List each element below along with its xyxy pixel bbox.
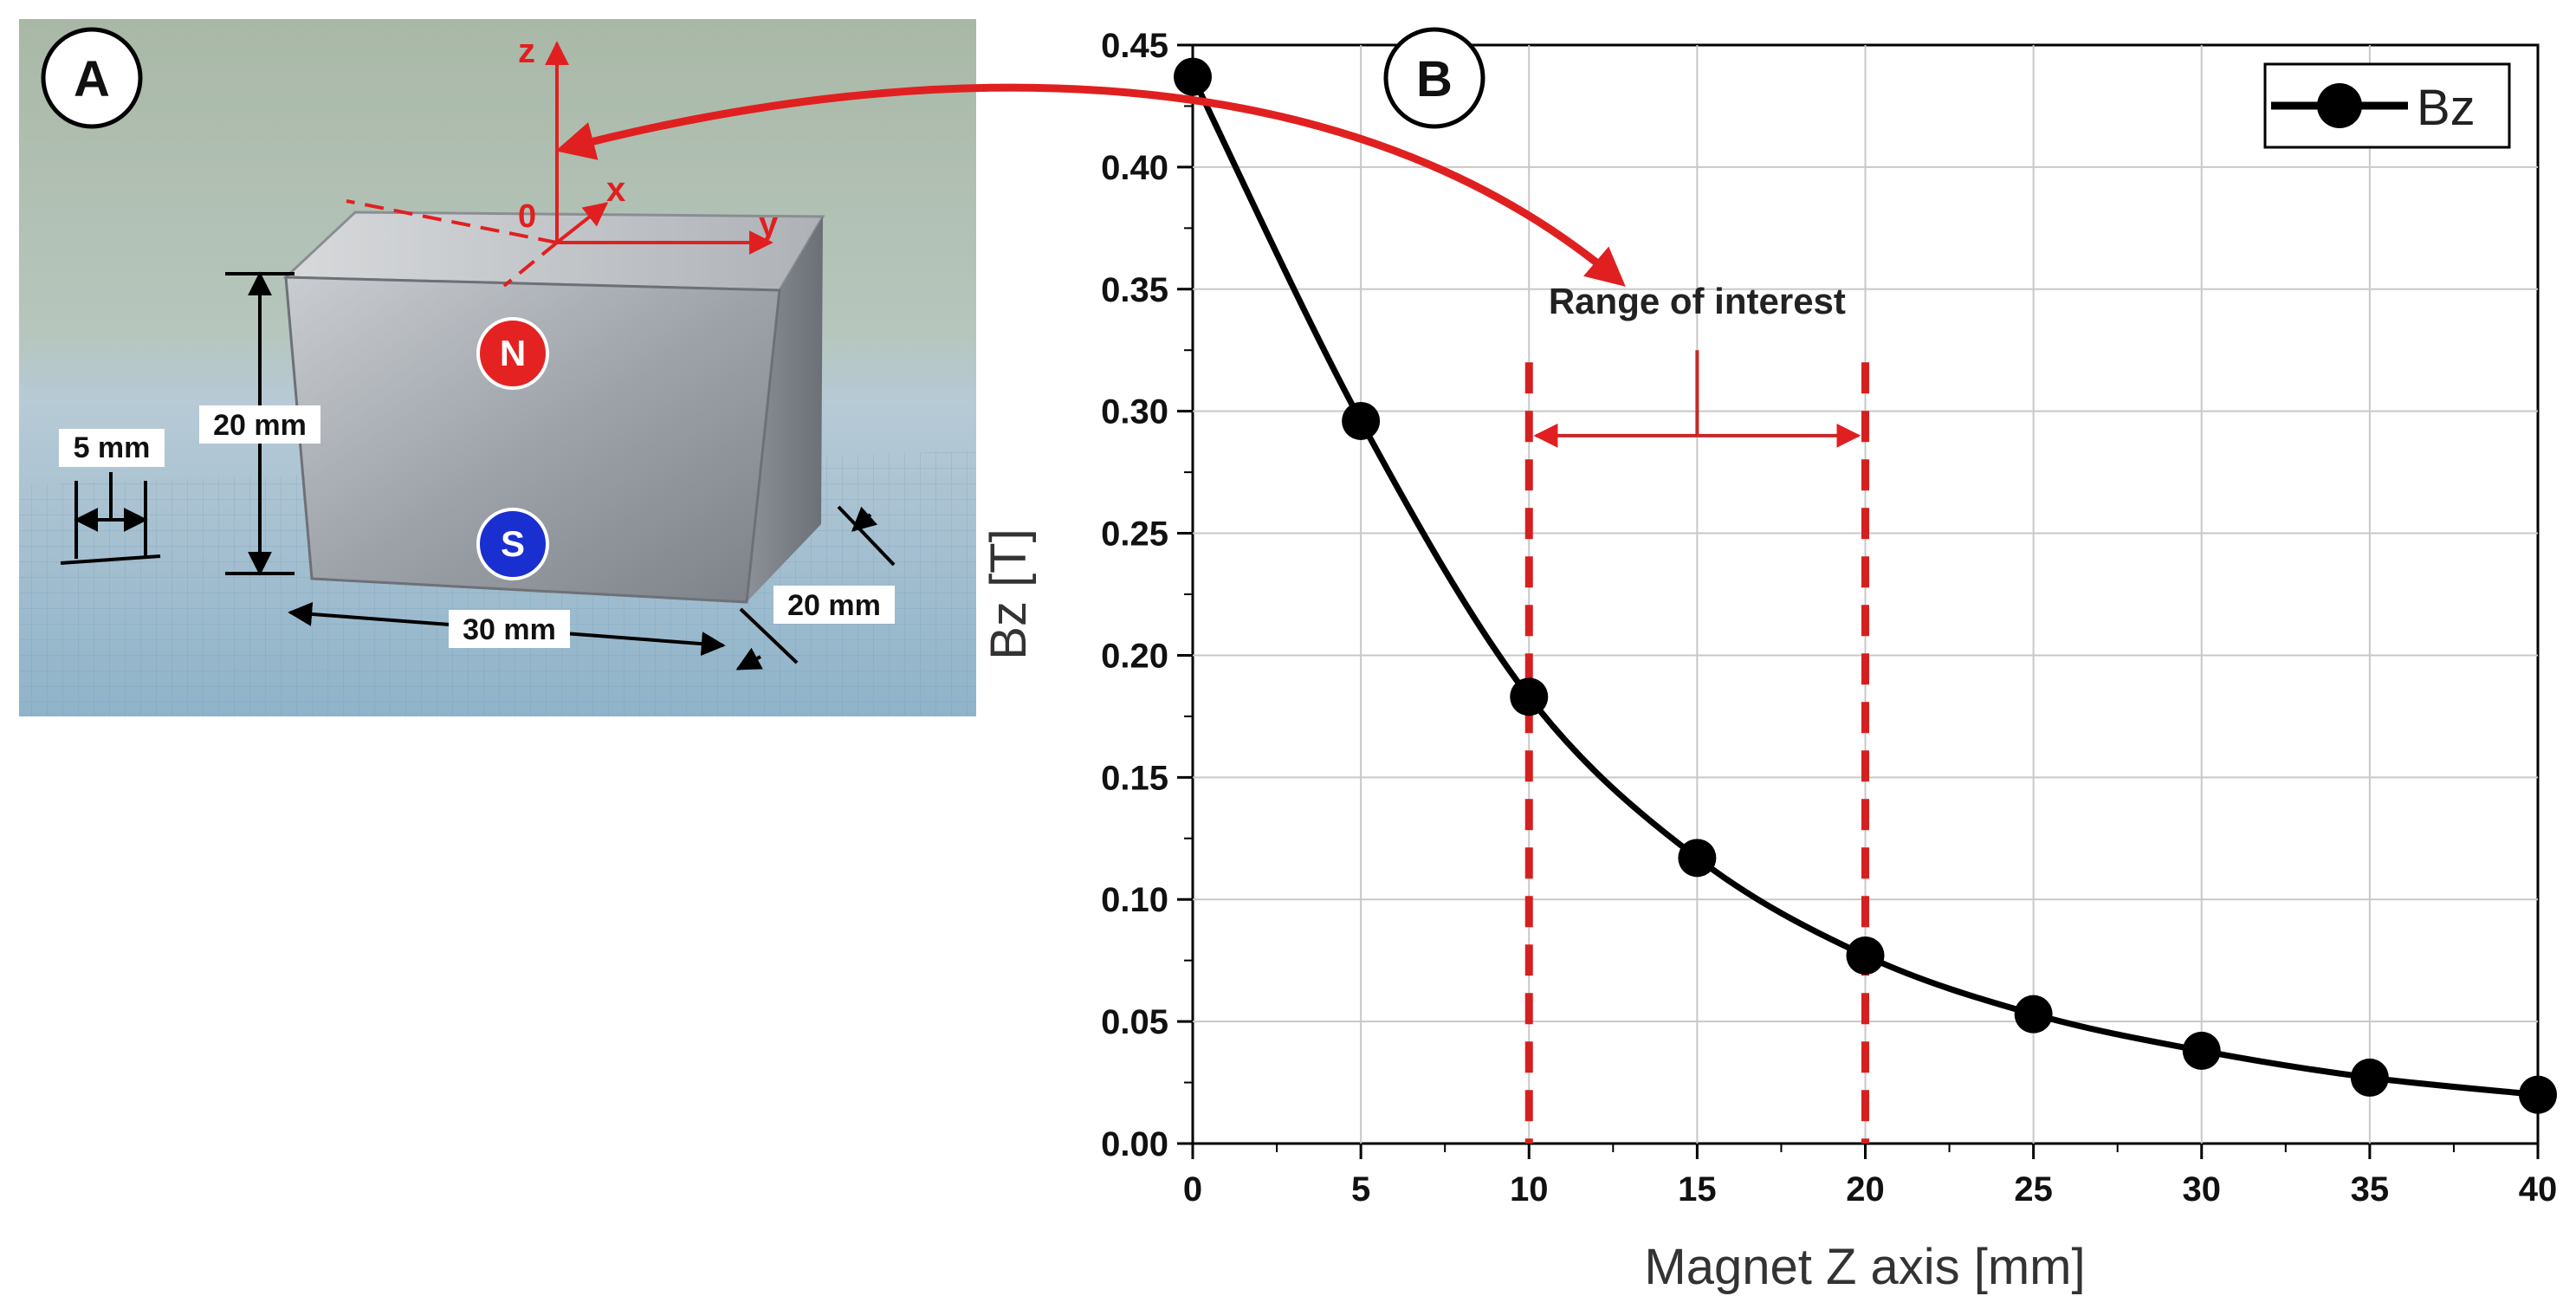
y-tick-label: 0.30 xyxy=(1101,393,1168,431)
series-bz-point xyxy=(1678,839,1717,878)
y-tick-label: 0.45 xyxy=(1101,27,1168,65)
series-bz-point xyxy=(2182,1031,2221,1070)
x-tick-label: 0 xyxy=(1183,1170,1202,1209)
y-tick-label: 0.00 xyxy=(1101,1125,1168,1163)
dim-length-tag: 30 mm xyxy=(449,610,570,648)
x-tick-label: 35 xyxy=(2351,1170,2390,1209)
series-bz-point xyxy=(1342,401,1381,440)
series-bz-point xyxy=(1846,936,1885,975)
y-tick-label: 0.20 xyxy=(1101,637,1168,675)
south-pole-marker xyxy=(476,508,549,580)
y-tick-label: 0.10 xyxy=(1101,881,1168,919)
y-tick-label: 0.40 xyxy=(1101,149,1168,187)
series-bz-point xyxy=(1174,57,1212,96)
link-arrow xyxy=(555,83,1626,287)
series-bz xyxy=(1174,57,2557,1114)
dim-grid-label: 5 mm xyxy=(74,431,151,464)
x-tick-label: 20 xyxy=(1846,1170,1885,1209)
dim-height-tag: 20 mm xyxy=(199,405,320,444)
axis-y-label: y xyxy=(759,205,779,243)
bz-chart: 0 5 10 15 20 25 30 35 40 0.00 0.05 0.10 0.15 0.20 0.25… xyxy=(981,27,2557,1295)
axis-z-label: z xyxy=(518,32,535,70)
dim-grid-tag: 5 mm xyxy=(59,429,165,467)
range-of-interest-label: Range of interest xyxy=(1549,281,1846,321)
series-bz-point xyxy=(2350,1058,2389,1097)
series-bz-point xyxy=(2519,1075,2557,1114)
legend-series-label: Bz xyxy=(2417,80,2476,136)
y-tick-label: 0.35 xyxy=(1101,271,1168,309)
x-tick-label: 5 xyxy=(1351,1170,1370,1209)
panel-b-letter: B xyxy=(1416,51,1453,107)
axis-x-label: x xyxy=(606,171,625,209)
legend: Bz xyxy=(2263,62,2511,149)
dim-depth-tag: 20 mm xyxy=(773,586,895,624)
south-pole-label: S xyxy=(501,523,525,564)
y-tick-label: 0.05 xyxy=(1101,1003,1168,1041)
dim-depth-label: 20 mm xyxy=(787,589,881,622)
x-tick-label: 30 xyxy=(2183,1170,2222,1209)
dim-height-label: 20 mm xyxy=(213,409,307,442)
origin-label: 0 xyxy=(518,198,536,235)
x-tick-label: 10 xyxy=(1510,1170,1549,1209)
y-tick-label: 0.25 xyxy=(1101,515,1168,554)
dim-length-label: 30 mm xyxy=(463,613,556,646)
range-of-interest: Range of interest xyxy=(1524,281,1869,1144)
x-tick-label: 15 xyxy=(1678,1170,1717,1209)
legend-marker-swatch xyxy=(2317,83,2362,128)
y-tick-label: 0.15 xyxy=(1101,759,1168,797)
series-bz-point xyxy=(1510,677,1549,716)
magnet-photo: N S z x y 0 xyxy=(19,19,976,716)
x-axis-title: Magnet Z axis [mm] xyxy=(1644,1239,2085,1295)
x-tick-label: 40 xyxy=(2519,1170,2558,1209)
x-tick-label: 25 xyxy=(2014,1170,2053,1209)
magnet-side-face xyxy=(747,217,823,602)
north-pole-label: N xyxy=(500,333,526,373)
panel-a-letter: A xyxy=(74,51,110,107)
y-axis-title: Bz [T] xyxy=(981,528,1037,659)
series-bz-point xyxy=(2014,995,2053,1034)
panel-a-badge xyxy=(41,27,143,129)
north-pole-marker xyxy=(476,317,549,390)
